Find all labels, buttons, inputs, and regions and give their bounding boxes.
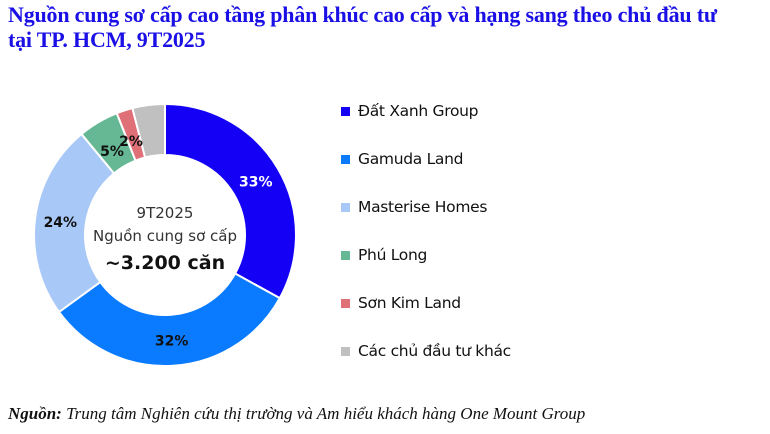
chart-title-line2: tại TP. HCM, 9T2025	[8, 27, 206, 52]
donut-slice	[57, 272, 282, 367]
legend-label: Gamuda Land	[358, 150, 464, 168]
center-period: 9T2025	[137, 204, 194, 222]
center-label: Nguồn cung sơ cấp	[93, 227, 237, 245]
legend-item: Đất Xanh Group	[341, 100, 479, 122]
legend-item: Masterise Homes	[341, 196, 487, 218]
source-prefix: Nguồn:	[8, 404, 62, 423]
legend-label: Các chủ đầu tư khác	[358, 342, 511, 360]
legend-swatch	[341, 250, 350, 260]
center-total: ~3.200 căn	[105, 252, 225, 274]
legend-swatch	[341, 154, 350, 164]
chart-title-line1: Nguồn cung sơ cấp cao tầng phân khúc cao…	[8, 2, 717, 27]
donut-slices	[33, 102, 297, 367]
legend-label: Phú Long	[358, 246, 428, 264]
legend-label: Đất Xanh Group	[358, 102, 479, 120]
slice-value-label: 32%	[155, 333, 189, 349]
legend-item: Các chủ đầu tư khác	[341, 340, 511, 362]
legend-label: Masterise Homes	[358, 198, 488, 216]
legend-swatch	[341, 106, 350, 116]
chart-title: Nguồn cung sơ cấp cao tầng phân khúc cao…	[8, 2, 768, 52]
legend-swatch	[341, 346, 350, 356]
slice-value-label: 24%	[44, 215, 78, 231]
donut-slice	[131, 102, 166, 159]
donut-slice	[164, 102, 297, 300]
slice-value-label: 33%	[239, 174, 273, 190]
slice-labels: 33% 32% 24% 5%2%	[44, 134, 273, 349]
legend-item: Phú Long	[341, 244, 427, 266]
legend-swatch	[341, 202, 350, 212]
slice-value-label: 2%	[119, 134, 143, 150]
legend-swatch	[341, 298, 350, 308]
donut-center-text: 9T2025 Nguồn cung sơ cấp ~3.200 căn	[93, 204, 237, 274]
slice-value-label: 5%	[100, 144, 124, 160]
donut-chart: 33% 32% 24% 5%2% 9T2025 Nguồn cung sơ cấp ~…	[33, 102, 297, 367]
legend-item: Sơn Kim Land	[341, 292, 461, 314]
source-text: Trung tâm Nghiên cứu thị trường và Am hi…	[61, 404, 586, 423]
legend-item: Gamuda Land	[341, 148, 464, 170]
legend-label: Sơn Kim Land	[358, 294, 461, 312]
source-note: Nguồn: Trung tâm Nghiên cứu thị trường v…	[8, 404, 585, 424]
